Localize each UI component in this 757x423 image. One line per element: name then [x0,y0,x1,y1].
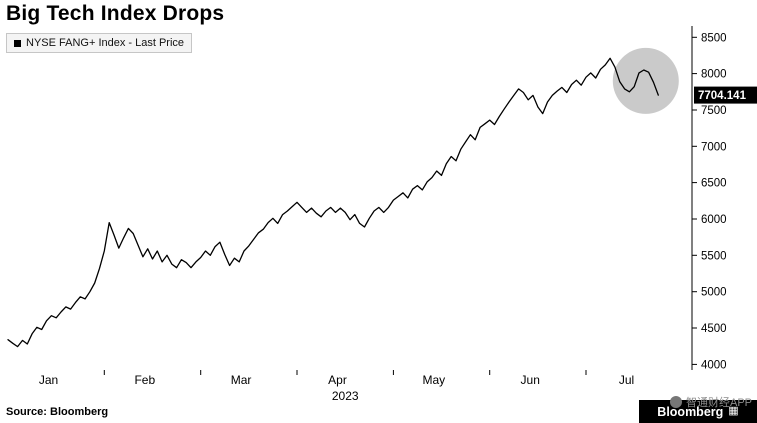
bloomberg-logo: Bloomberg [657,404,724,419]
watermark: 智通财经APP [669,394,752,410]
y-tick-label: 8500 [701,32,727,44]
x-tick-label: Feb [134,373,155,387]
y-tick-label: 7500 [701,105,727,117]
source-note: Source: Bloomberg [6,406,109,418]
x-tick-label: Mar [231,373,252,387]
y-tick-label: 5500 [701,250,727,262]
y-tick-label: 7000 [701,141,727,153]
legend-box: NYSE FANG+ Index - Last Price [6,33,193,53]
last-price-text: 7704.141 [698,90,747,102]
watermark-text: 智通财经APP [685,397,752,409]
y-tick-label: 8000 [701,69,727,81]
series-swatch-icon [14,39,21,47]
last-price-label [694,86,757,104]
bloomberg-bar: Bloomberg ▦ [639,400,757,423]
grid-icon: ▦ [728,405,739,417]
price-line [7,57,659,348]
y-tick-label: 6500 [701,178,727,190]
x-tick-label: May [422,373,445,387]
y-tick-label: 4500 [701,323,727,335]
x-tick-label: Jul [619,373,634,387]
y-tick-label: 6000 [701,214,727,226]
y-tick-label: 5000 [701,287,727,299]
year-label: 2023 [332,389,359,403]
x-tick-label: Jun [521,373,540,387]
chart-title: Big Tech Index Drops [6,2,225,25]
x-tick-label: Apr [328,373,347,387]
legend-label: NYSE FANG+ Index - Last Price [26,37,185,49]
x-tick-label: Jan [39,373,58,387]
watermark-logo-icon [669,396,682,408]
highlight-circle [612,47,679,114]
y-tick-label: 4000 [701,359,727,371]
